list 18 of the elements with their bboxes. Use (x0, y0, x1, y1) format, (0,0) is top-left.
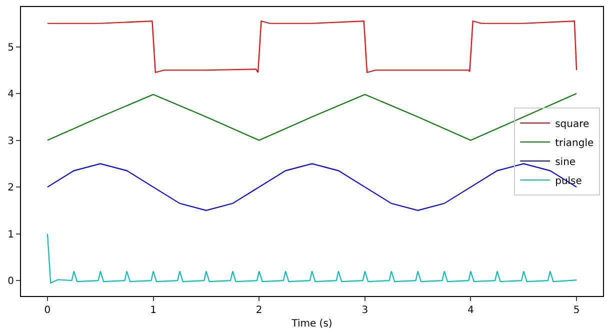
y-tick-label: 1 (8, 229, 14, 240)
y-tick-label: 2 (8, 182, 14, 194)
y-tick-label: 4 (8, 89, 14, 100)
legend-label: square (555, 118, 590, 130)
x-axis-title: Time (s) (290, 318, 332, 330)
line-series (46, 20, 578, 74)
line-series (46, 233, 578, 284)
legend-label: sine (555, 156, 576, 168)
x-tick-label: 5 (573, 305, 580, 316)
y-tick-label: 5 (8, 42, 14, 54)
x-tick-label: 1 (150, 305, 156, 316)
y-tick-label: 0 (8, 276, 14, 288)
x-tick-label: 0 (44, 305, 51, 316)
y-tick-label: 3 (8, 136, 14, 147)
x-tick-label: 2 (256, 305, 262, 316)
x-tick-label: 3 (362, 305, 368, 316)
legend-label: triangle (555, 138, 594, 149)
x-tick-label: 4 (468, 305, 474, 316)
